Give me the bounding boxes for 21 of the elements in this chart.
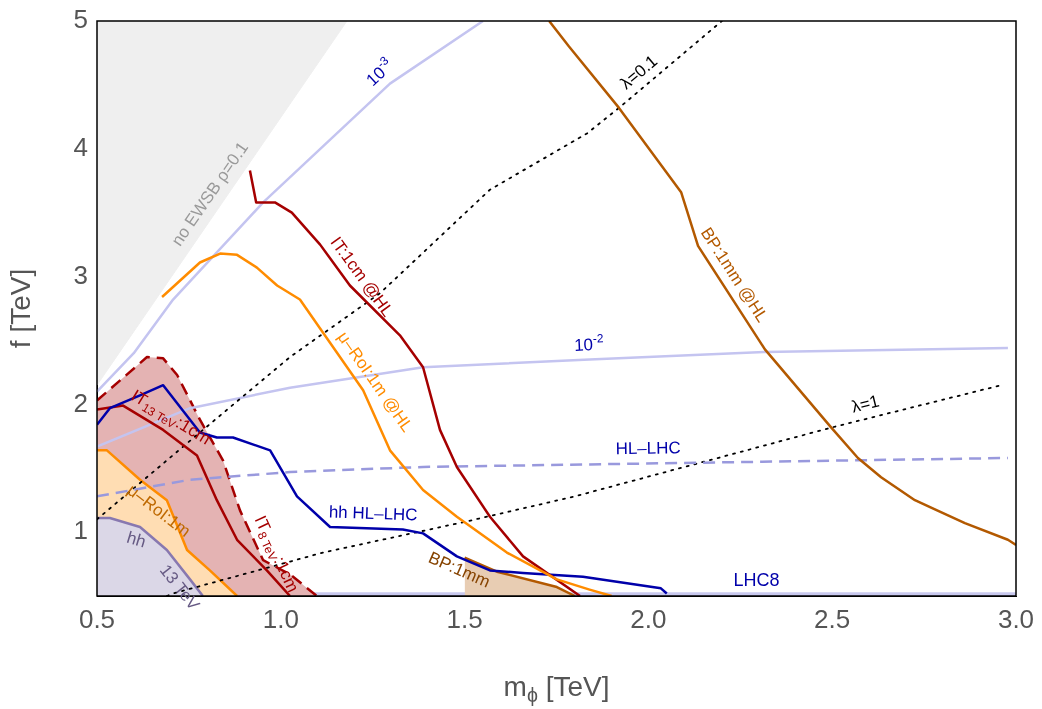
annotation: λ=1	[849, 391, 882, 417]
y-tick-label: 2	[73, 387, 88, 418]
y-tick-label: 1	[73, 515, 88, 546]
annotation: IT8 TeV:1cm	[250, 512, 303, 596]
x-tick-label: 2.5	[814, 603, 851, 634]
y-axis-title: f [TeV]	[4, 268, 36, 349]
y-tick-label: 3	[73, 259, 88, 290]
x-tick-label: 2.0	[630, 603, 667, 634]
annotation: hh HL–LHC	[328, 502, 418, 525]
x-tick-label: 1.5	[446, 603, 483, 634]
band-label: LHC8	[733, 570, 780, 591]
annotation: 10-2	[573, 331, 605, 355]
x-tick-label: 3.0	[997, 603, 1035, 634]
x-tick-label: 0.5	[78, 603, 116, 634]
x-tick-label: 1.0	[262, 603, 299, 634]
annotation: HL–LHC	[615, 438, 681, 459]
annotation: 10-3	[362, 53, 392, 90]
y-tick-label: 5	[73, 4, 88, 35]
y-tick-label: 4	[73, 131, 88, 162]
annotation: IT13 TeV:1cm	[127, 386, 214, 449]
annotation: 13 TeV	[155, 560, 204, 615]
